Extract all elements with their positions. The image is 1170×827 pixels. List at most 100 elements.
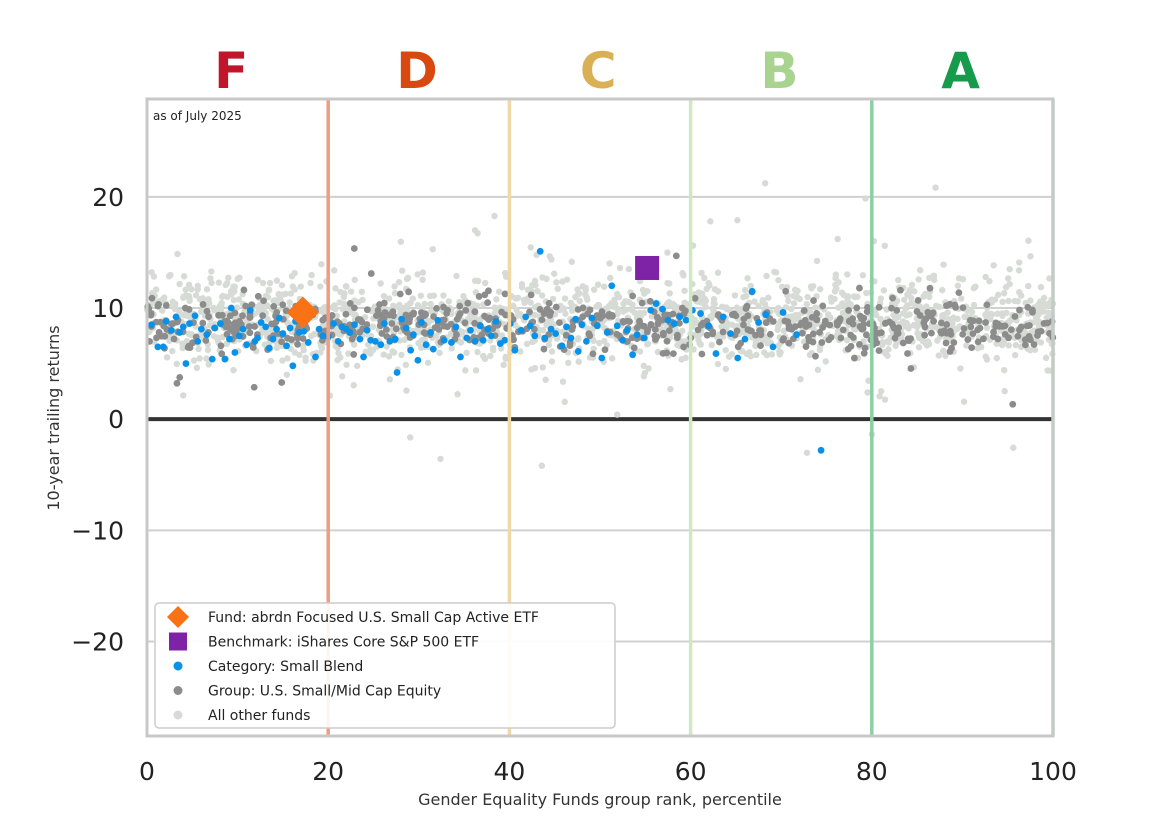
category-point — [283, 342, 290, 350]
other-fund-point — [421, 300, 428, 308]
group-point — [396, 290, 404, 298]
group-point — [248, 301, 256, 309]
other-fund-point — [206, 299, 213, 307]
other-fund-point — [308, 271, 315, 279]
group-point — [162, 302, 170, 309]
group-point — [405, 288, 413, 296]
category-point — [363, 326, 371, 334]
other-fund-point — [1015, 259, 1023, 266]
other-fund-point — [847, 301, 854, 308]
other-fund-point — [517, 348, 524, 355]
other-fund-point — [950, 314, 957, 321]
other-fund-point — [491, 310, 498, 317]
category-point — [558, 342, 566, 350]
other-fund-point — [574, 336, 582, 343]
other-fund-point — [225, 274, 232, 282]
other-fund-point — [180, 293, 187, 300]
category-point — [448, 339, 455, 346]
category-point — [279, 330, 287, 337]
other-fund-point — [386, 376, 394, 383]
category-point — [254, 334, 261, 342]
category-point — [211, 324, 219, 332]
other-fund-point — [414, 271, 421, 278]
other-fund-point — [978, 343, 985, 351]
other-fund-point — [812, 304, 819, 311]
fund-marker — [286, 296, 319, 329]
other-fund-point — [741, 286, 749, 294]
other-fund-point — [835, 304, 842, 311]
group-point — [845, 318, 853, 325]
other-fund-point — [523, 340, 531, 348]
category-point — [563, 323, 570, 331]
other-fund-point — [765, 294, 772, 301]
other-fund-point — [343, 361, 350, 368]
group-point — [383, 333, 391, 340]
other-fund-point — [908, 281, 916, 289]
other-fund-point — [163, 354, 171, 361]
other-fund-point — [986, 278, 993, 285]
other-fund-point — [159, 307, 166, 314]
y-tick-label: −10 — [71, 516, 124, 545]
other-fund-point — [729, 321, 736, 329]
other-fund-point — [561, 398, 568, 406]
category-point — [734, 354, 742, 362]
other-fund-point — [718, 303, 726, 311]
y-tick-label: 0 — [108, 405, 124, 434]
group-point — [1046, 330, 1053, 337]
group-point — [942, 339, 950, 347]
other-fund-point — [939, 286, 946, 294]
group-point — [907, 335, 915, 342]
other-fund-point — [678, 356, 685, 363]
legend: Fund: abrdn Focused U.S. Small Cap Activ… — [154, 602, 616, 729]
other-fund-point — [728, 350, 736, 358]
other-fund-point — [391, 283, 398, 290]
other-fund-point — [553, 279, 560, 286]
group-point — [471, 319, 479, 327]
other-fund-point — [236, 274, 243, 281]
other-fund-point — [399, 267, 406, 274]
other-fund-point — [419, 276, 426, 283]
other-fund-point — [584, 296, 591, 303]
group-point — [157, 318, 164, 326]
group-point — [527, 291, 535, 299]
other-fund-point — [462, 367, 469, 374]
other-fund-point — [545, 341, 553, 349]
group-point — [288, 336, 295, 343]
other-fund-point — [774, 326, 781, 334]
other-fund-point — [1006, 265, 1013, 273]
category-point — [226, 335, 233, 343]
other-fund-point — [877, 295, 885, 302]
group-point — [752, 331, 759, 339]
category-point — [682, 316, 690, 324]
category-point — [273, 325, 280, 333]
other-fund-point — [999, 312, 1006, 320]
other-fund-point — [481, 355, 489, 363]
category-point — [275, 314, 283, 322]
category-point — [536, 247, 544, 255]
other-fund-point — [474, 348, 481, 356]
other-fund-point — [440, 292, 447, 299]
other-fund-point — [471, 227, 479, 234]
group-point — [484, 299, 492, 307]
other-fund-point — [681, 287, 688, 294]
as-of-note: as of July 2025 — [153, 109, 242, 123]
group-point — [629, 292, 637, 300]
category-point — [216, 320, 224, 327]
group-point — [974, 338, 982, 346]
other-fund-point — [761, 180, 769, 187]
category-point — [769, 343, 777, 351]
group-point — [481, 291, 489, 299]
group-point — [260, 297, 267, 305]
group-point — [809, 330, 817, 338]
group-point — [169, 320, 177, 327]
other-fund-point — [267, 357, 275, 365]
category-point — [647, 306, 655, 314]
category-point — [583, 337, 590, 345]
group-point — [788, 325, 796, 333]
group-point — [982, 319, 990, 326]
other-fund-point — [152, 286, 160, 293]
x-axis-label: Gender Equality Funds group rank, percen… — [418, 790, 782, 809]
other-fund-point — [287, 290, 294, 297]
group-point — [643, 328, 651, 336]
